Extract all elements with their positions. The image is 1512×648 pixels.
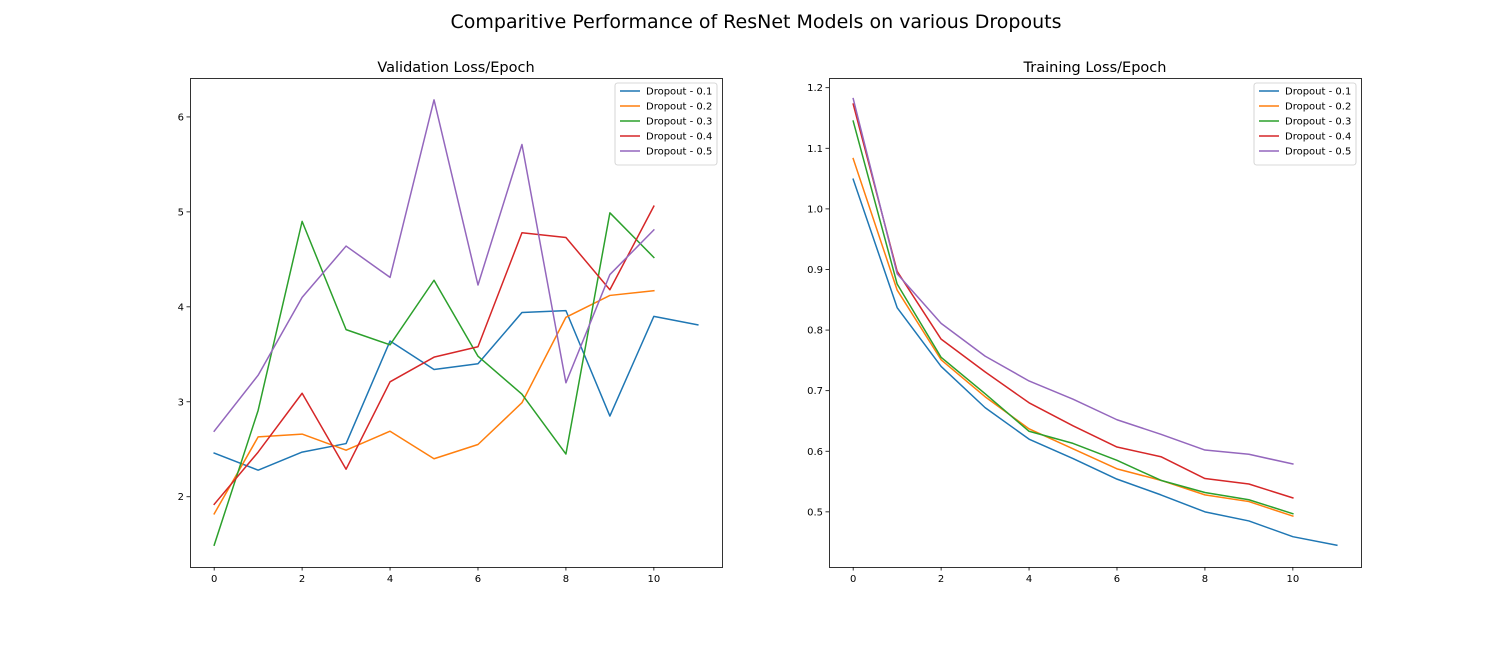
x-tick-label: 10 bbox=[1286, 574, 1299, 585]
y-tick-label: 1.0 bbox=[807, 204, 823, 215]
plot-frame bbox=[190, 78, 723, 568]
legend-label: Dropout - 0.3 bbox=[1285, 117, 1351, 128]
series-line-dropout-4 bbox=[852, 103, 1294, 499]
x-tick-label: 4 bbox=[387, 574, 393, 585]
y-tick-label: 4 bbox=[178, 302, 184, 313]
x-tick-label: 2 bbox=[299, 574, 305, 585]
y-tick-label: 0.6 bbox=[807, 447, 823, 458]
figure-title: Comparitive Performance of ResNet Models… bbox=[450, 11, 1061, 33]
y-tick-label: 2 bbox=[178, 492, 184, 503]
x-tick-label: 6 bbox=[475, 574, 481, 585]
series-line-dropout-3 bbox=[852, 120, 1294, 515]
series-line-dropout-1 bbox=[213, 309, 699, 471]
legend-box bbox=[614, 82, 718, 166]
plot-frame bbox=[829, 78, 1362, 568]
series-line-dropout-4 bbox=[213, 205, 655, 506]
series-line-dropout-2 bbox=[213, 289, 655, 515]
y-tick-label: 3 bbox=[178, 397, 184, 408]
x-tick-label: 4 bbox=[1026, 574, 1032, 585]
y-tick-label: 1.2 bbox=[807, 83, 823, 94]
x-tick-label: 8 bbox=[1202, 574, 1208, 585]
legend-box bbox=[1253, 82, 1357, 166]
y-tick-label: 5 bbox=[178, 207, 184, 218]
series-line-dropout-3 bbox=[213, 212, 655, 547]
legend: Dropout - 0.1 Dropout - 0.2 Dropout - 0.3 D… bbox=[1253, 82, 1357, 166]
y-tick-label: 0.8 bbox=[807, 326, 823, 337]
y-tick-label: 1.1 bbox=[807, 144, 823, 155]
chart-title: Validation Loss/Epoch bbox=[377, 60, 534, 76]
legend-label: Dropout - 0.2 bbox=[1285, 102, 1351, 113]
y-tick-label: 0.5 bbox=[807, 507, 823, 518]
y-tick-label: 0.9 bbox=[807, 265, 823, 276]
legend-label: Dropout - 0.1 bbox=[646, 87, 712, 98]
chart-title: Training Loss/Epoch bbox=[1023, 60, 1167, 76]
series-line-dropout-1 bbox=[852, 178, 1338, 547]
x-tick-label: 2 bbox=[938, 574, 944, 585]
series-line-dropout-5 bbox=[213, 99, 655, 433]
x-tick-label: 0 bbox=[850, 574, 856, 585]
legend-label: Dropout - 0.2 bbox=[646, 102, 712, 113]
x-tick-label: 6 bbox=[1114, 574, 1120, 585]
legend-label: Dropout - 0.3 bbox=[646, 117, 712, 128]
legend-label: Dropout - 0.5 bbox=[1285, 147, 1351, 158]
series-line-dropout-2 bbox=[852, 157, 1294, 518]
x-tick-label: 0 bbox=[211, 574, 217, 585]
y-tick-label: 0.7 bbox=[807, 386, 823, 397]
series-line-dropout-5 bbox=[852, 97, 1294, 465]
legend: Dropout - 0.1 Dropout - 0.2 Dropout - 0.3 D… bbox=[614, 82, 718, 166]
validation-loss-chart: Validation Loss/Epoch 0 2 4 6 8 10 2 3 4 5 6 Dropout… bbox=[178, 60, 723, 585]
legend-label: Dropout - 0.4 bbox=[1285, 132, 1351, 143]
training-loss-chart: Training Loss/Epoch 0 2 4 6 8 10 0.5 0.6 0.7 0.8 0.… bbox=[807, 60, 1362, 585]
x-tick-label: 8 bbox=[563, 574, 569, 585]
legend-label: Dropout - 0.5 bbox=[646, 147, 712, 158]
legend-label: Dropout - 0.4 bbox=[646, 132, 712, 143]
x-tick-label: 10 bbox=[647, 574, 660, 585]
legend-label: Dropout - 0.1 bbox=[1285, 87, 1351, 98]
y-tick-label: 6 bbox=[178, 112, 184, 123]
